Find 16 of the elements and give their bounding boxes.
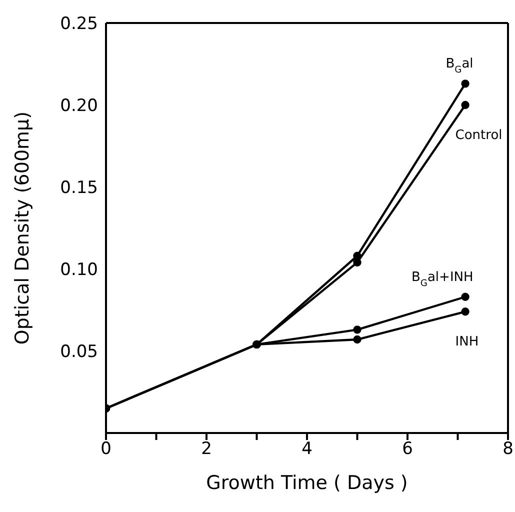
series-label: INH	[455, 334, 479, 350]
x-tick-label: 6	[402, 439, 413, 460]
y-tick-label: 0.25	[60, 14, 98, 34]
series-label: B$_{G}$al	[446, 56, 474, 76]
y-tick-label: 0.15	[60, 178, 98, 198]
series-label: B$_{G}$al+INH	[412, 270, 474, 289]
x-tick-label: 8	[502, 439, 514, 460]
x-tick-label: 4	[302, 439, 312, 460]
x-tick-label: 0	[100, 439, 112, 460]
y-tick-label: 0.10	[60, 260, 98, 280]
x-tick-label: 2	[201, 439, 212, 460]
series-label: Control	[455, 128, 502, 143]
y-tick-label: 0.20	[60, 96, 98, 116]
x-axis-title: Growth Time ( Days )	[206, 472, 408, 494]
y-tick-label: 0.05	[60, 342, 98, 362]
y-axis-title: Optical Density (600mμ)	[12, 111, 34, 345]
